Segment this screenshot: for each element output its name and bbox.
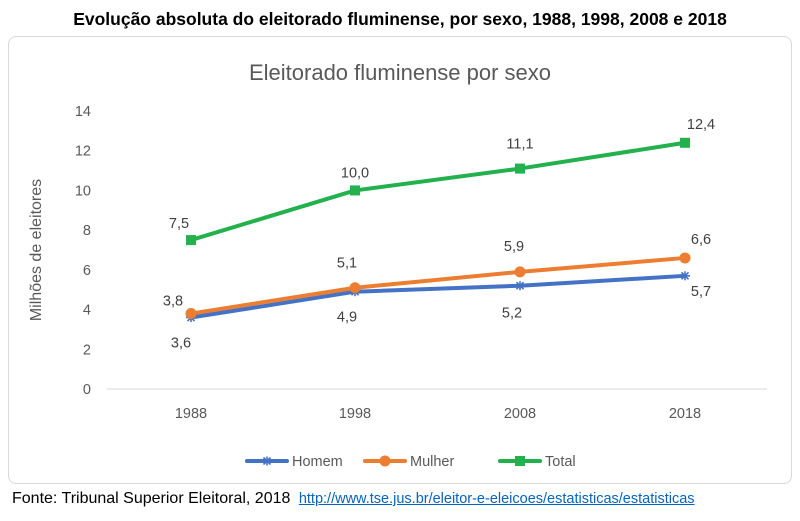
- y-tick-label: 8: [83, 223, 91, 239]
- data-label: 5,1: [337, 256, 357, 272]
- data-label: 10,0: [341, 165, 369, 181]
- data-point: [680, 137, 690, 148]
- data-label: 5,2: [502, 306, 522, 322]
- data-label: 4,9: [337, 310, 357, 326]
- data-point: [350, 185, 360, 196]
- line-chart: Eleitorado fluminense por sexo Milhões de…: [28, 60, 767, 470]
- data-point: [679, 252, 691, 264]
- series-line-homem: [189, 273, 687, 320]
- data-label: 5,9: [504, 239, 524, 255]
- y-tick-label: 14: [75, 104, 91, 120]
- source-text: Fonte: Tribunal Superior Eleitoral, 2018: [12, 490, 291, 507]
- data-label: 12,4: [687, 117, 715, 133]
- legend-marker: [515, 456, 525, 466]
- data-point: [349, 282, 361, 294]
- y-tick-label: 0: [83, 382, 91, 398]
- data-point: [185, 308, 197, 320]
- x-tick-label: 1998: [339, 406, 371, 422]
- y-tick-label: 12: [75, 144, 91, 160]
- series-line-total: [189, 140, 687, 243]
- y-tick-label: 10: [75, 183, 91, 199]
- data-label: 7,5: [169, 216, 189, 232]
- y-axis-label: Milhões de eleitores: [28, 179, 45, 321]
- source-note: Fonte: Tribunal Superior Eleitoral, 2018…: [12, 490, 695, 508]
- y-tick-label: 6: [83, 263, 91, 279]
- series-line-mulher: [189, 255, 687, 316]
- legend-label: Total: [545, 454, 576, 470]
- legend-label: Mulher: [410, 454, 454, 470]
- legend-label: Homem: [292, 454, 343, 470]
- y-tick-label: 4: [83, 303, 91, 319]
- data-label: 11,1: [506, 137, 533, 153]
- data-label: 3,8: [163, 294, 183, 310]
- source-link[interactable]: http://www.tse.jus.br/eleitor-e-eleicoes…: [298, 491, 695, 507]
- data-label: 3,6: [171, 336, 191, 352]
- data-point: [515, 281, 525, 291]
- figure-heading: Evolução absoluta do eleitorado fluminen…: [73, 9, 727, 29]
- data-label: 6,6: [691, 232, 711, 248]
- data-point: [514, 266, 526, 278]
- data-label: 5,7: [691, 284, 711, 300]
- x-tick-label: 2008: [504, 406, 536, 422]
- data-point: [186, 235, 196, 246]
- legend-marker: [262, 456, 272, 466]
- x-tick-label: 1988: [175, 406, 207, 422]
- legend-marker: [379, 455, 391, 467]
- y-tick-label: 2: [83, 342, 91, 358]
- data-point: [515, 163, 525, 174]
- x-tick-label: 2018: [669, 406, 701, 422]
- data-point: [680, 271, 690, 281]
- chart-area: Eleitorado fluminense por sexo Milhões de…: [8, 36, 792, 484]
- chart-title: Eleitorado fluminense por sexo: [249, 60, 551, 85]
